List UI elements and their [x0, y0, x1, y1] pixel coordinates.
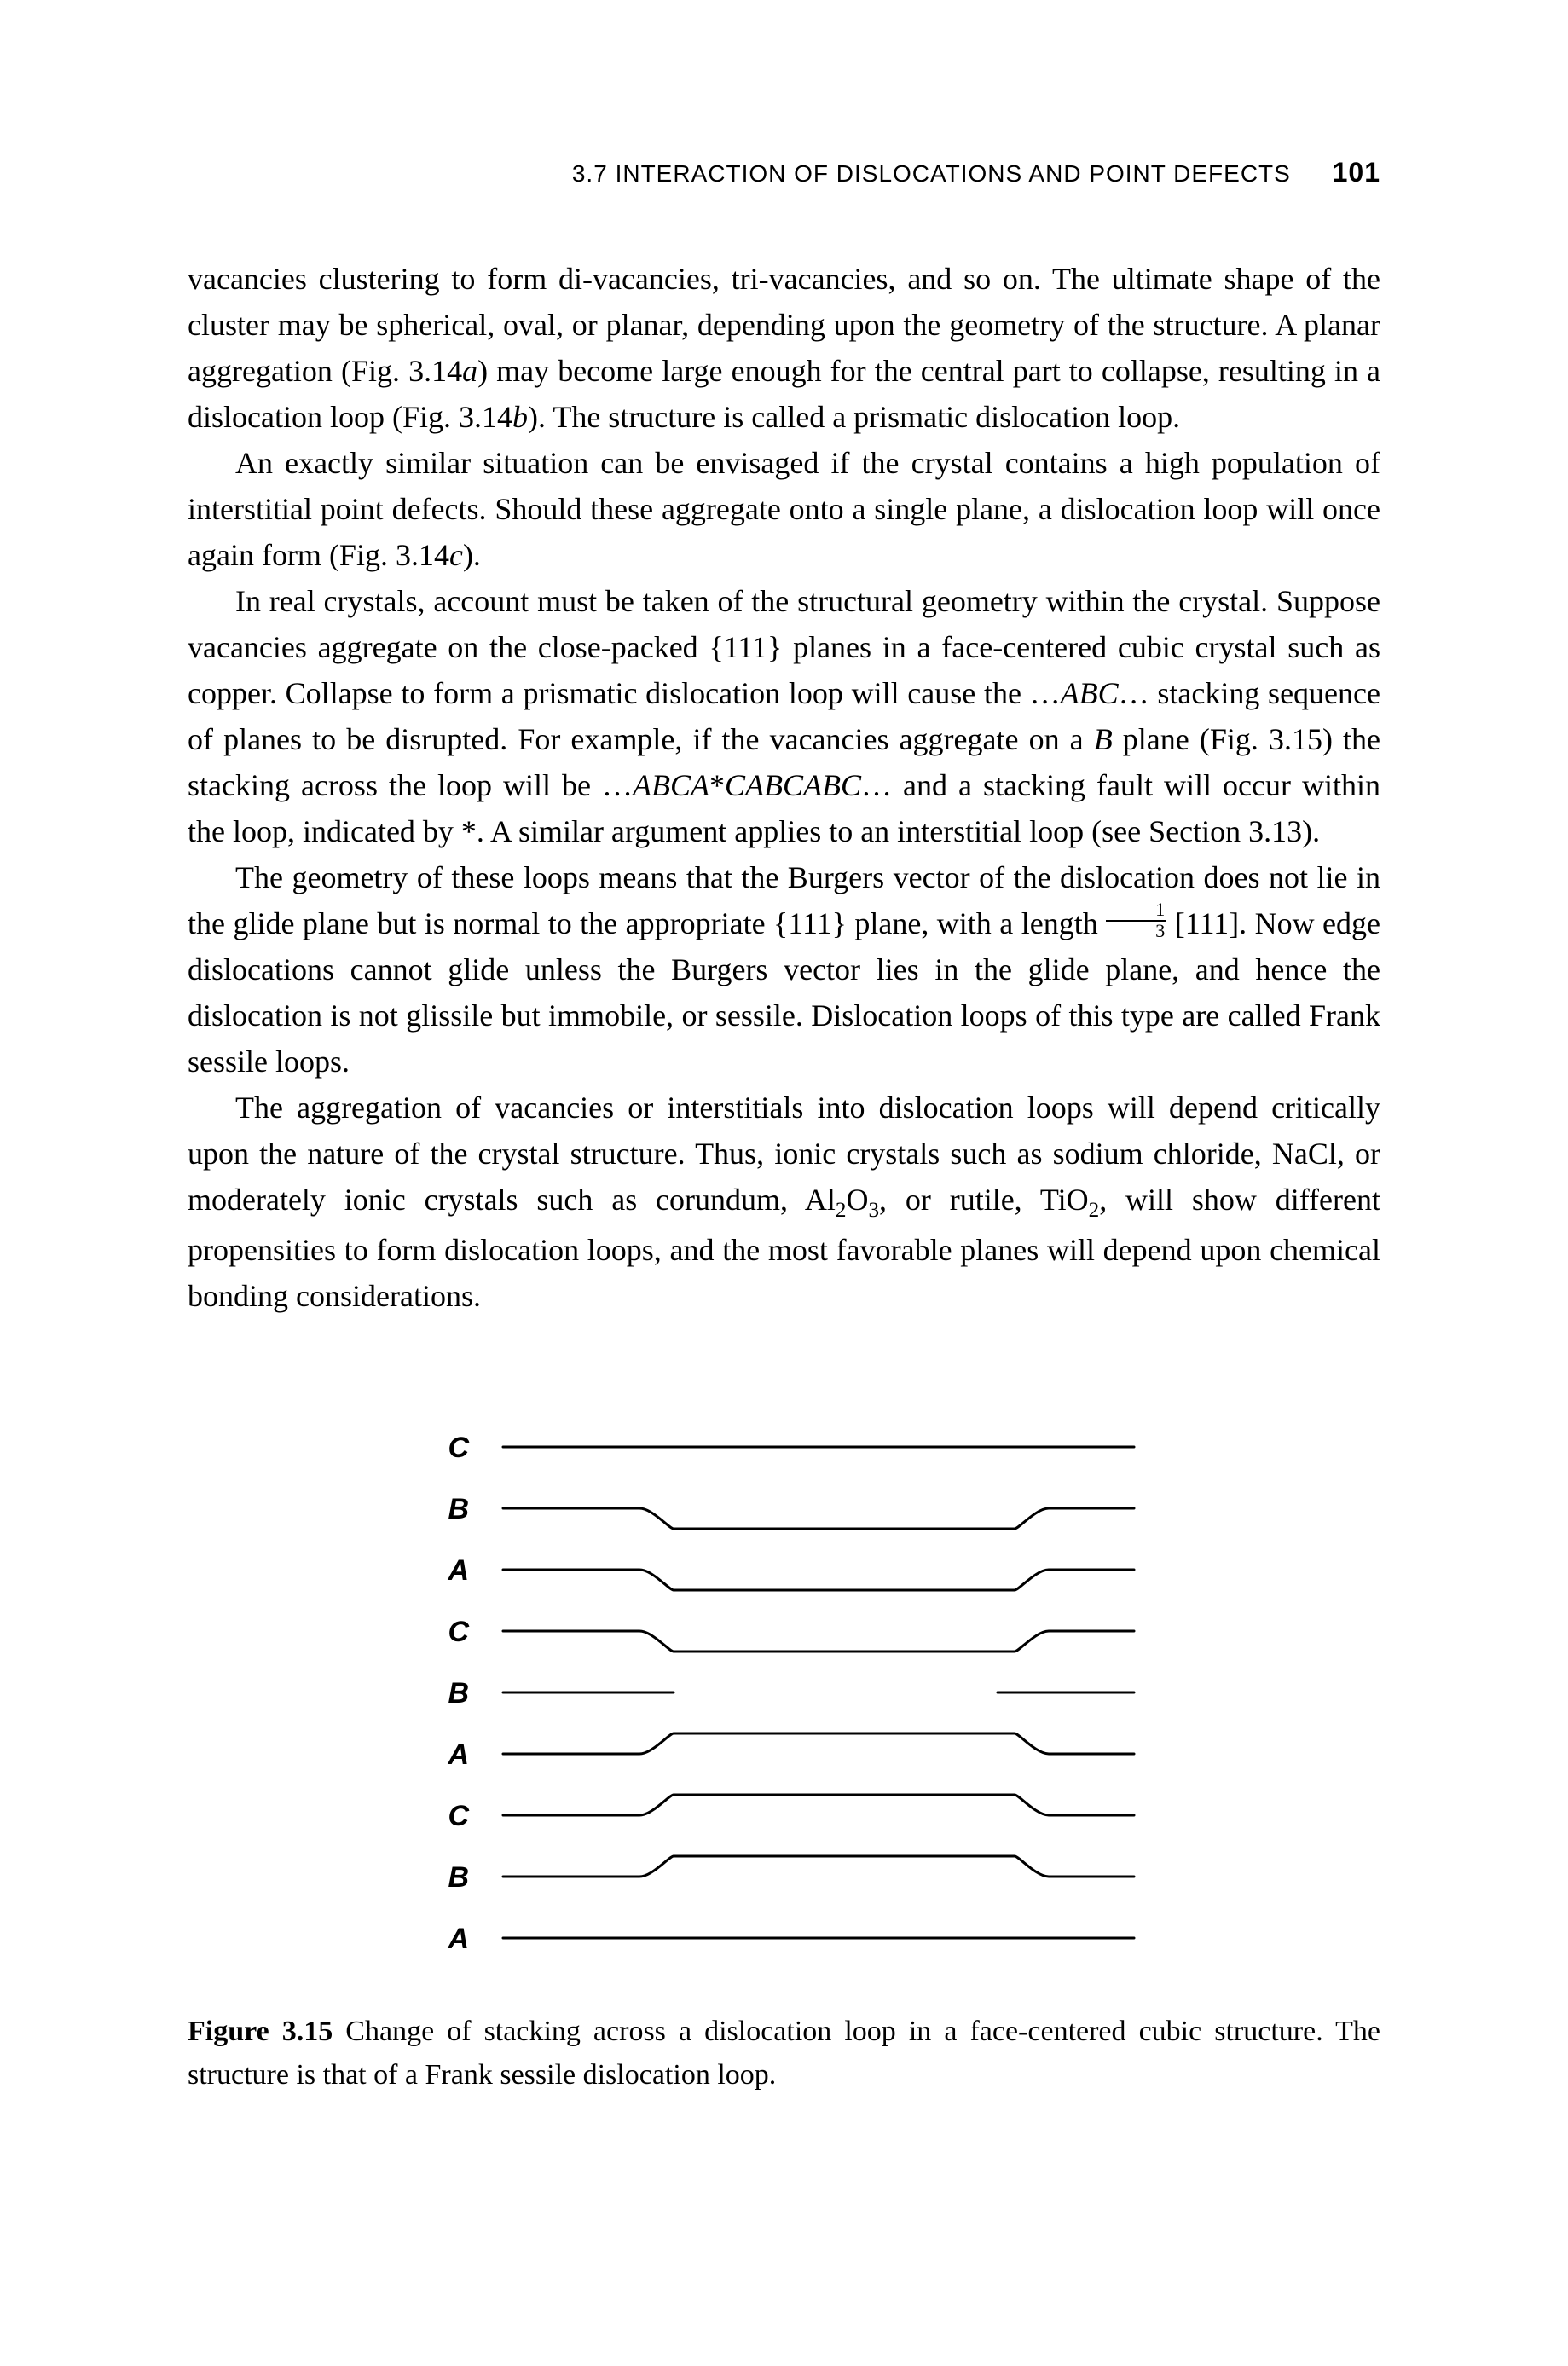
- fraction-den: 3: [1106, 922, 1166, 940]
- figure-3-15: CBACBACBA Figure 3.15 Change of stacking…: [188, 1413, 1380, 2097]
- fig-ref-italic: c: [449, 538, 463, 572]
- svg-text:A: A: [447, 1738, 469, 1771]
- paragraph-4: The geometry of these loops means that t…: [188, 854, 1380, 1085]
- subscript: 2: [836, 1199, 847, 1222]
- caption-text: Change of stacking across a dislocation …: [188, 2016, 1380, 2091]
- plane-letter: B: [1094, 722, 1113, 756]
- page: 3.7 INTERACTION OF DISLOCATIONS AND POIN…: [0, 0, 1568, 2366]
- running-header: 3.7 INTERACTION OF DISLOCATIONS AND POIN…: [572, 152, 1380, 193]
- svg-text:B: B: [448, 1677, 469, 1709]
- svg-text:C: C: [448, 1432, 469, 1464]
- stacking-seq: CABCABC: [725, 768, 861, 802]
- paragraph-5: The aggregation of vacancies or intersti…: [188, 1085, 1380, 1319]
- stacking-diagram: CBACBACBA: [401, 1413, 1168, 1976]
- subscript: 3: [868, 1199, 879, 1222]
- fig-ref-italic: b: [512, 400, 528, 434]
- paragraph-3: In real crystals, account must be taken …: [188, 578, 1380, 854]
- body-text: vacancies clustering to form di-vacancie…: [188, 256, 1380, 1319]
- svg-text:A: A: [447, 1923, 469, 1955]
- svg-text:B: B: [448, 1493, 469, 1525]
- text: ).: [463, 538, 481, 572]
- paragraph-2: An exactly similar situation can be envi…: [188, 440, 1380, 578]
- text: *: [709, 768, 725, 802]
- stacking-seq: ABCA: [633, 768, 709, 802]
- svg-text:B: B: [448, 1861, 469, 1894]
- section-title: 3.7 INTERACTION OF DISLOCATIONS AND POIN…: [572, 160, 1291, 187]
- text: , or rutile, TiO: [879, 1183, 1089, 1217]
- figure-label: Figure 3.15: [188, 2016, 333, 2047]
- stacking-seq: ABC: [1061, 676, 1119, 710]
- text: O: [846, 1183, 868, 1217]
- figure-caption: Figure 3.15 Change of stacking across a …: [188, 2010, 1380, 2097]
- paragraph-1: vacancies clustering to form di-vacancie…: [188, 256, 1380, 440]
- fig-ref-italic: a: [462, 354, 477, 388]
- text: An exactly similar situation can be envi…: [188, 446, 1380, 572]
- text: ). The structure is called a prismatic d…: [528, 400, 1180, 434]
- svg-text:C: C: [448, 1800, 469, 1832]
- subscript: 2: [1089, 1199, 1100, 1222]
- svg-text:A: A: [447, 1554, 469, 1587]
- page-number: 101: [1333, 157, 1380, 188]
- svg-text:C: C: [448, 1616, 469, 1648]
- fraction-num: 1: [1106, 900, 1166, 921]
- fraction: 13: [1106, 900, 1166, 940]
